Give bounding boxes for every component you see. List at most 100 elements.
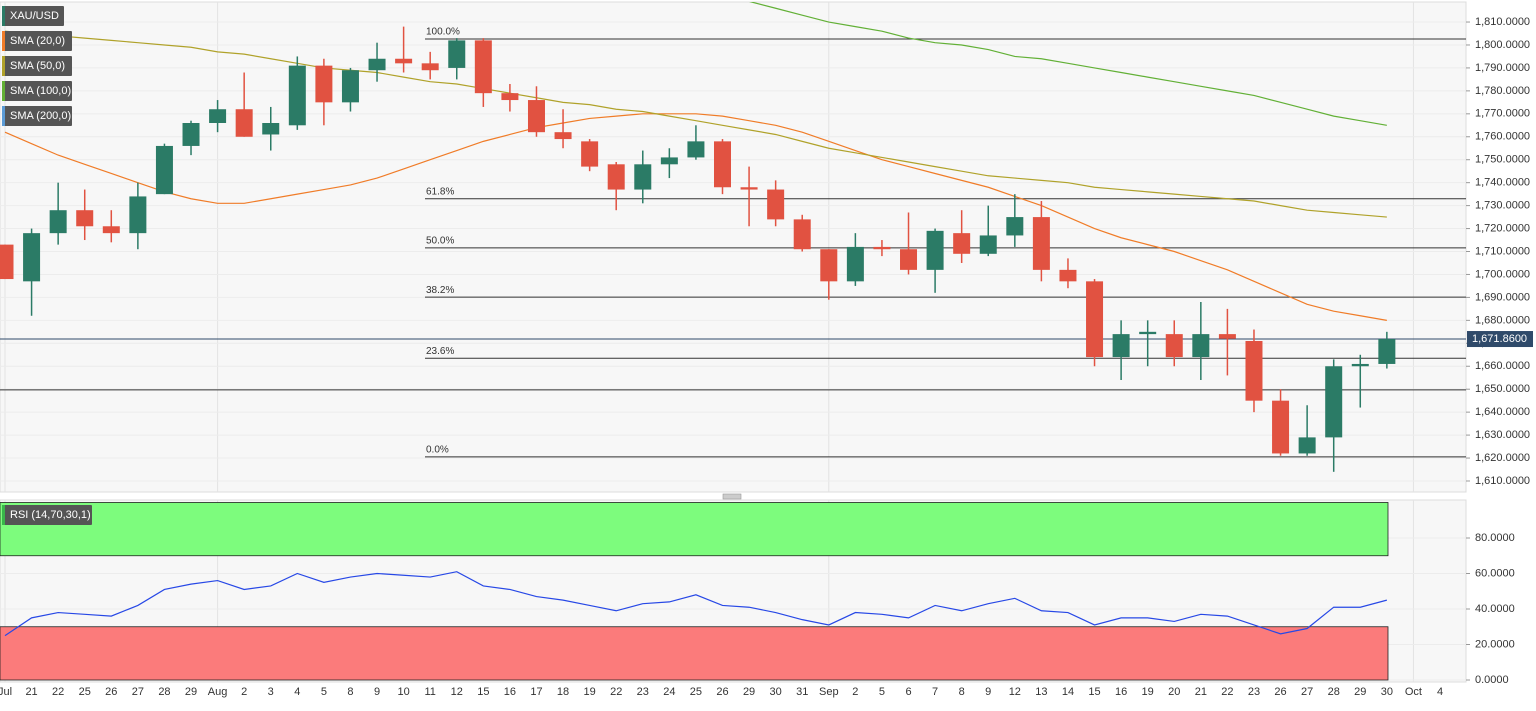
legend-swatch [2,6,5,26]
x-tick-label: 12 [1009,686,1021,698]
candle-body [1165,334,1183,358]
rsi-plot [0,500,1466,682]
legend-box[interactable] [2,106,72,126]
x-tick-label: 13 [1035,686,1047,698]
x-tick-label: 25 [690,686,702,698]
sma-line [4,113,1387,321]
candle-body [1378,339,1396,364]
y-tick-label: 1,710.0000 [1475,245,1530,257]
x-tick-label: 26 [716,686,728,698]
fib-level-label: 50.0% [426,235,454,246]
legend-swatch [2,81,5,101]
candle-body [341,70,359,103]
candle-body [1245,341,1263,401]
candle-body [288,65,306,126]
y-tick-label: 1,810.0000 [1475,16,1530,28]
y-tick-label: 1,720.0000 [1475,222,1530,234]
candle-body [607,164,625,190]
y-tick-label: 1,760.0000 [1475,131,1530,143]
x-tick-label: 5 [321,686,327,698]
legend-box[interactable] [2,6,64,26]
x-tick-label: 8 [959,686,965,698]
legend-label: XAU/USD [10,10,59,22]
y-tick-label: 1,660.0000 [1475,360,1530,372]
candle-body [900,249,918,270]
candle-body [740,187,758,190]
legend-box[interactable] [2,81,72,101]
candle-body [474,40,492,94]
fib-level-label: 100.0% [426,27,460,38]
x-tick-label: 9 [374,686,380,698]
x-tick-label: 19 [1142,686,1154,698]
x-tick-label: 17 [530,686,542,698]
y-tick-label: 20.0000 [1475,638,1515,650]
x-tick-label: 9 [985,686,991,698]
fib-level-label: 61.8% [426,186,454,197]
legend-label: RSI (14,70,30,1) [10,509,91,521]
candle-body [926,230,944,270]
price-pane [0,1,1467,493]
last-price-tag [1467,331,1533,348]
candle-body [1325,366,1343,438]
x-tick-label: 7 [932,686,938,698]
pane-resize-handle[interactable] [722,493,742,500]
legend-box[interactable] [2,505,92,525]
legend-label: SMA (50,0) [10,60,65,72]
x-tick-label: 5 [879,686,885,698]
x-tick-label: 26 [1274,686,1286,698]
y-tick-label: 1,800.0000 [1475,39,1530,51]
y-tick-label: 1,770.0000 [1475,108,1530,120]
candle-body [395,58,413,64]
x-tick-label: 30 [1381,686,1393,698]
legend: XAU/USD SMA (20,0) SMA (50,0) SMA (100,0) SM… [2,6,92,525]
x-tick-label: 2 [241,686,247,698]
x-tick-label: 4 [294,686,300,698]
y-tick-label: 1,640.0000 [1475,406,1530,418]
x-tick-label: 25 [79,686,91,698]
y-tick-label: 1,620.0000 [1475,452,1530,464]
candle-body [501,93,519,101]
x-tick-label: 31 [796,686,808,698]
legend-box[interactable] [2,56,72,76]
candle-body [23,233,41,282]
candle-body [209,109,227,123]
x-tick-label: 15 [1088,686,1100,698]
rsi-zone [0,502,1389,557]
candle-body [714,141,731,188]
candle-body [554,132,572,140]
candle-body [660,157,678,165]
x-tick-label: 27 [132,686,144,698]
x-tick-label: 16 [1115,686,1127,698]
legend-box[interactable] [2,31,72,51]
x-tick-label: 2 [852,686,858,698]
y-tick-label: 80.0000 [1475,532,1515,544]
candle-body [846,246,864,282]
x-tick-label: 22 [52,686,64,698]
x-tick-label: 21 [25,686,37,698]
x-tick-label: 24 [663,686,675,698]
candle-body [102,226,120,234]
y-tick-label: 1,610.0000 [1475,475,1530,487]
candle-body [1272,400,1290,454]
candle-body [155,145,173,195]
candle-body [235,109,253,137]
legend-swatch [2,106,5,126]
fib-level-label: 38.2% [426,285,454,296]
x-tick-label: Aug [208,686,228,698]
y-tick-label: 1,690.0000 [1475,291,1530,303]
fib-level-label: 0.0% [426,445,449,456]
candle-body [76,210,94,227]
candle-body [368,58,386,71]
candle-body [581,141,599,167]
candle-body [793,219,811,250]
candle-body [262,123,280,135]
x-tick-label: 30 [770,686,782,698]
fib-level-label: 23.6% [426,346,454,357]
candle-body [1032,217,1050,270]
candle-body [820,249,838,282]
x-tick-label: 14 [1062,686,1074,698]
x-tick-label: Jul [0,686,12,698]
x-tick-label: 16 [504,686,516,698]
rsi-line [4,571,1388,637]
legend-swatch [2,31,5,51]
